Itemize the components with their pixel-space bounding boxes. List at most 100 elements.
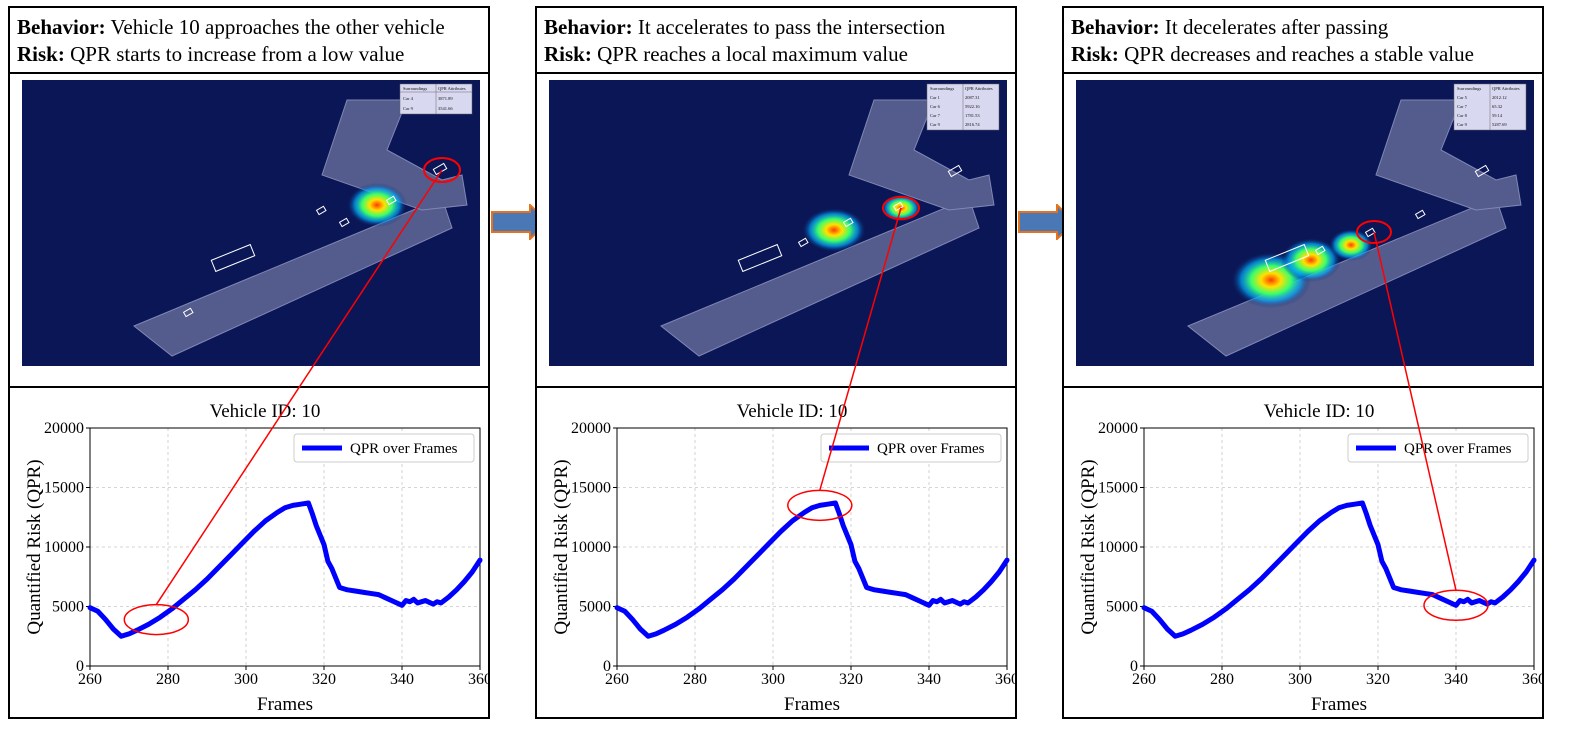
x-tick-label: 360 xyxy=(995,671,1015,688)
scene-table-cell: 65.32 xyxy=(1492,104,1502,109)
scene-table-cell: Car 9 xyxy=(930,122,941,127)
scene-table-header: QPR Attributes xyxy=(965,86,993,91)
x-tick-label: 260 xyxy=(605,671,629,688)
divider xyxy=(10,386,488,388)
panel-1: Behavior: Vehicle 10 approaches the othe… xyxy=(8,6,490,719)
scene-table-cell: 3541.66 xyxy=(438,106,453,111)
panel-header: Behavior: It accelerates to pass the int… xyxy=(537,8,1015,74)
divider xyxy=(537,386,1015,388)
x-tick-label: 260 xyxy=(78,671,102,688)
scene-table: Surroundings QPR Attributes Car 1 2087.3… xyxy=(926,83,1000,131)
risk-text: QPR reaches a local maximum value xyxy=(597,42,908,66)
scene-table-cell: Car 8 xyxy=(1457,113,1468,118)
x-tick-label: 340 xyxy=(917,671,941,688)
scene-table-header: Surroundings xyxy=(403,86,428,91)
scene-table: Surroundings QPR Attributes Car 5 2012.1… xyxy=(1453,83,1527,131)
y-tick-label: 15000 xyxy=(1098,480,1138,497)
x-tick-label: 340 xyxy=(390,671,414,688)
scene-table-header: QPR Attributes xyxy=(1492,86,1520,91)
scene-table-cell: 5922.16 xyxy=(965,104,980,109)
chart-legend: QPR over Frames xyxy=(820,433,1002,463)
series-line-qpr xyxy=(1141,500,1537,639)
y-axis-label: Quantified Risk (QPR) xyxy=(1078,459,1099,634)
scene-heatmap: Surroundings QPR Attributes Car 4 3871.8… xyxy=(22,80,480,366)
x-axis-label: Frames xyxy=(257,694,313,715)
risk-heat-blob xyxy=(347,183,407,227)
scene-table-cell: Car 9 xyxy=(403,106,414,111)
chart-title: Vehicle ID: 10 xyxy=(737,401,848,422)
x-tick-label: 300 xyxy=(234,671,258,688)
y-tick-label: 0 xyxy=(76,658,84,675)
x-axis-label: Frames xyxy=(784,694,840,715)
legend-label: QPR over Frames xyxy=(350,441,458,457)
risk-heat-blob xyxy=(1329,229,1373,261)
panel-header: Behavior: It decelerates after passing R… xyxy=(1064,8,1542,74)
y-tick-label: 5000 xyxy=(579,599,611,616)
x-tick-label: 260 xyxy=(1132,671,1156,688)
y-tick-label: 5000 xyxy=(52,599,84,616)
risk-label: Risk: xyxy=(544,42,592,66)
scene-table-cell: Car 4 xyxy=(403,96,414,101)
behavior-label: Behavior: xyxy=(17,15,106,39)
x-tick-label: 280 xyxy=(683,671,707,688)
x-tick-label: 280 xyxy=(1210,671,1234,688)
qpr-chart: Vehicle ID: 10 260 280 300 320 340 360 0 5000 100… xyxy=(24,401,488,715)
risk-label: Risk: xyxy=(17,42,65,66)
chart-title: Vehicle ID: 10 xyxy=(1264,401,1375,422)
scene-heatmap: Surroundings QPR Attributes Car 1 2087.3… xyxy=(549,80,1007,366)
risk-text: QPR decreases and reaches a stable value xyxy=(1124,42,1474,66)
y-tick-label: 20000 xyxy=(44,420,84,437)
scene-table-cell: Car 1 xyxy=(930,95,940,100)
scene-table-header: Surroundings xyxy=(930,86,955,91)
qpr-chart: Vehicle ID: 10 260 280 300 320 340 360 0 5000 100… xyxy=(1078,401,1542,715)
scene-table-cell: Car 6 xyxy=(930,104,941,109)
y-tick-label: 10000 xyxy=(44,539,84,556)
scene-table-cell: Car 7 xyxy=(930,113,941,118)
panel-3: Behavior: It decelerates after passing R… xyxy=(1062,6,1544,719)
y-tick-label: 20000 xyxy=(571,420,611,437)
series-line-qpr xyxy=(614,500,1010,639)
y-tick-label: 10000 xyxy=(1098,539,1138,556)
scene-heatmap: Surroundings QPR Attributes Car 5 2012.1… xyxy=(1076,80,1534,366)
panel-header: Behavior: Vehicle 10 approaches the othe… xyxy=(10,8,488,74)
x-axis-label: Frames xyxy=(1311,694,1367,715)
x-tick-label: 320 xyxy=(1366,671,1390,688)
behavior-label: Behavior: xyxy=(544,15,633,39)
y-tick-label: 15000 xyxy=(44,480,84,497)
scene-table-cell: 2087.31 xyxy=(965,95,980,100)
behavior-label: Behavior: xyxy=(1071,15,1160,39)
scene-table-cell: Car 7 xyxy=(1457,104,1468,109)
behavior-text: It decelerates after passing xyxy=(1164,15,1389,39)
risk-heat-blob xyxy=(1281,238,1341,282)
divider xyxy=(1064,386,1542,388)
y-tick-label: 5000 xyxy=(1106,599,1138,616)
chart-title: Vehicle ID: 10 xyxy=(210,401,321,422)
scene-table-cell: 2012.12 xyxy=(1492,95,1507,100)
behavior-text: Vehicle 10 approaches the other vehicle xyxy=(110,15,445,39)
vehicles xyxy=(1264,164,1490,273)
behavior-text: It accelerates to pass the intersection xyxy=(637,15,946,39)
x-tick-label: 320 xyxy=(312,671,336,688)
scene-table-cell: Car 5 xyxy=(1457,95,1468,100)
legend-label: QPR over Frames xyxy=(877,441,985,457)
scene-table-cell: 1781.53 xyxy=(965,113,980,118)
x-tick-label: 300 xyxy=(761,671,785,688)
x-tick-label: 360 xyxy=(1522,671,1542,688)
chart-legend: QPR over Frames xyxy=(293,433,475,463)
x-tick-label: 320 xyxy=(839,671,863,688)
y-axis-label: Quantified Risk (QPR) xyxy=(551,459,572,634)
x-tick-label: 280 xyxy=(156,671,180,688)
scene-table-cell: 59.14 xyxy=(1492,113,1503,118)
y-tick-label: 10000 xyxy=(571,539,611,556)
chart-legend: QPR over Frames xyxy=(1347,433,1529,463)
risk-label: Risk: xyxy=(1071,42,1119,66)
scene-table: Surroundings QPR Attributes Car 4 3871.8… xyxy=(399,83,473,115)
y-axis-label: Quantified Risk (QPR) xyxy=(24,459,45,634)
legend-label: QPR over Frames xyxy=(1404,441,1512,457)
y-tick-label: 0 xyxy=(1130,658,1138,675)
series-line-qpr xyxy=(87,500,483,639)
x-tick-label: 300 xyxy=(1288,671,1312,688)
y-tick-label: 20000 xyxy=(1098,420,1138,437)
risk-heat-blob xyxy=(802,208,866,252)
qpr-chart: Vehicle ID: 10 260 280 300 320 340 360 0 5000 100… xyxy=(551,401,1015,715)
